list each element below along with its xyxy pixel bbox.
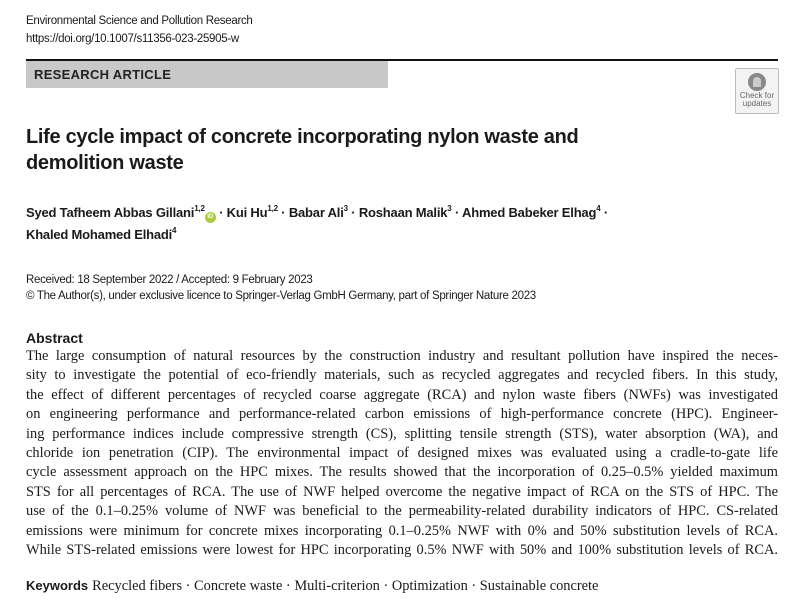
- orcid-icon[interactable]: iD: [204, 212, 216, 223]
- author-name[interactable]: Syed Tafheem Abbas Gillani: [26, 205, 195, 220]
- header-rule: [26, 59, 778, 61]
- abstract-line: the effect of different percentages of r…: [26, 386, 778, 403]
- keywords-text: Recycled fibers · Concrete waste · Multi…: [92, 578, 599, 594]
- check-for-updates-icon: [748, 73, 766, 91]
- paper-title: Life cycle impact of concrete incorporat…: [26, 126, 579, 174]
- author-affiliation: 1,2: [194, 204, 205, 213]
- abstract-line: on engineering performance and performan…: [26, 406, 778, 423]
- author-name[interactable]: Khaled Mohamed Elhadi: [26, 227, 173, 242]
- journal-name: Environmental Science and Pollution Rese…: [26, 15, 253, 27]
- keywords: Keywords Recycled fibers · Concrete waste…: [26, 578, 598, 595]
- author-name[interactable]: Kui Hu: [226, 205, 268, 220]
- abstract-line: chloride ion penetration (CIP). The envi…: [26, 445, 778, 462]
- abstract-line: While STS-related emissions were lowest …: [26, 542, 778, 559]
- abstract-line: The large consumption of natural resourc…: [26, 348, 778, 364]
- abstract-line: cycle assessment approach on the HPC mix…: [26, 464, 778, 481]
- article-type: RESEARCH ARTICLE: [34, 67, 172, 82]
- article-type-banner: RESEARCH ARTICLE: [26, 61, 388, 88]
- abstract-line: emissions were minimum for concrete mixe…: [26, 522, 778, 539]
- badge-line2: updates: [742, 99, 772, 108]
- abstract-body: The large consumption of natural resourc…: [26, 347, 778, 560]
- abstract-heading: Abstract: [26, 330, 83, 346]
- copyright-notice: © The Author(s), under exclusive licence…: [26, 290, 536, 302]
- author-affiliation: 3: [447, 204, 452, 213]
- abstract-line: use of the 0.1–0.25% volume of NWF was b…: [26, 503, 778, 520]
- author-affiliation: 3: [343, 204, 348, 213]
- author-separator: ·: [347, 205, 359, 220]
- author-name[interactable]: Ahmed Babeker Elhag: [462, 205, 597, 220]
- doi-link[interactable]: https://doi.org/10.1007/s11356-023-25905…: [26, 33, 239, 45]
- author-separator: ·: [451, 205, 463, 220]
- author-affiliation: 4: [172, 226, 177, 235]
- check-for-updates-button[interactable]: Check for updates: [735, 68, 779, 114]
- author-affiliation: 4: [596, 204, 601, 213]
- author-name[interactable]: Roshaan Malik: [358, 205, 448, 220]
- received-accepted-dates: Received: 18 September 2022 / Accepted: …: [26, 274, 313, 286]
- keywords-label: Keywords: [26, 578, 89, 593]
- author-list: Syed Tafheem Abbas Gillani1,2iD · Kui Hu…: [26, 202, 766, 246]
- author-name[interactable]: Babar Ali: [288, 205, 344, 220]
- abstract-line: sity to investigate the potential of eco…: [26, 367, 778, 384]
- author-affiliation: 1,2: [267, 204, 278, 213]
- author-separator: ·: [215, 205, 227, 220]
- author-separator: ·: [277, 205, 289, 220]
- badge-line1: Check for: [739, 91, 775, 100]
- author-separator: ·: [600, 205, 608, 220]
- abstract-line: ing performance indices include compress…: [26, 425, 778, 442]
- abstract-line: STS for all percentages of RCA. The use …: [26, 483, 778, 500]
